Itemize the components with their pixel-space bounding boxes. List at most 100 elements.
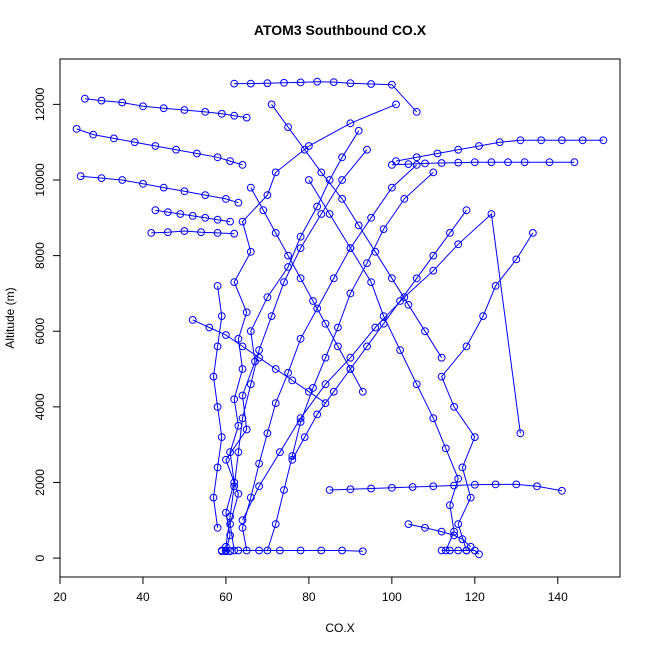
data-point <box>147 229 156 237</box>
data-point <box>371 323 380 332</box>
data-point <box>288 376 297 385</box>
data-point <box>346 485 355 494</box>
data-point <box>238 516 247 525</box>
series-line-23 <box>271 104 443 358</box>
data-point <box>296 418 305 426</box>
data-point <box>234 421 243 430</box>
data-point <box>296 334 305 343</box>
data-point <box>226 512 235 521</box>
data-point <box>475 142 483 150</box>
x-tick-label: 140 <box>548 590 568 604</box>
data-point <box>280 278 288 287</box>
data-point <box>475 550 483 559</box>
data-point <box>404 520 413 528</box>
data-point <box>164 228 172 237</box>
data-point <box>441 444 450 453</box>
data-point <box>346 289 355 298</box>
data-point <box>388 274 396 283</box>
data-point <box>238 217 247 226</box>
data-point <box>412 161 421 169</box>
data-point <box>276 546 284 555</box>
y-tick-label: 6000 <box>33 318 47 345</box>
data-point <box>139 179 147 188</box>
data-point <box>238 523 247 532</box>
series-line-26 <box>250 187 364 392</box>
data-point <box>284 251 293 260</box>
data-point <box>491 282 500 290</box>
data-point <box>379 319 388 328</box>
data-point <box>446 501 454 510</box>
data-point <box>230 482 239 491</box>
data-point <box>193 149 201 158</box>
data-point <box>363 259 371 268</box>
data-point <box>172 145 181 154</box>
data-point <box>325 486 334 494</box>
data-point <box>288 452 297 460</box>
data-point <box>296 78 305 87</box>
data-point <box>325 176 334 184</box>
data-point <box>454 474 463 483</box>
data-point <box>325 210 334 218</box>
data-point <box>271 399 280 408</box>
data-point <box>255 459 264 468</box>
data-point <box>222 195 230 203</box>
data-point <box>437 546 446 555</box>
data-point <box>234 489 243 498</box>
data-point <box>238 161 247 169</box>
data-point <box>487 210 496 218</box>
data-point <box>201 213 210 222</box>
data-point <box>367 278 376 287</box>
data-point <box>317 168 326 177</box>
series-line-18 <box>238 550 363 552</box>
data-point <box>213 403 222 411</box>
data-point <box>226 547 235 556</box>
data-point <box>346 119 355 128</box>
data-point <box>388 80 396 89</box>
data-point <box>462 342 471 351</box>
data-point <box>267 312 276 321</box>
y-tick-label: 0 <box>33 554 47 561</box>
data-point <box>271 365 280 373</box>
data-point <box>516 429 525 438</box>
data-point <box>437 353 446 362</box>
data-point <box>454 158 463 167</box>
series-line-22 <box>242 212 521 521</box>
data-point <box>529 229 537 237</box>
data-point <box>429 414 438 423</box>
data-point <box>379 225 388 234</box>
data-point <box>412 108 421 116</box>
data-point <box>408 483 417 491</box>
data-point <box>213 229 222 237</box>
data-point <box>470 433 479 442</box>
data-point <box>188 316 197 324</box>
data-point <box>454 546 463 555</box>
data-point <box>313 304 322 313</box>
series-line-24 <box>192 319 326 404</box>
data-point <box>234 334 243 343</box>
data-point <box>296 546 305 555</box>
data-point <box>213 463 222 472</box>
data-point <box>230 546 239 555</box>
series-line-4 <box>266 172 434 551</box>
series-line-10 <box>80 175 239 204</box>
data-point <box>305 176 313 184</box>
data-point <box>450 527 459 536</box>
data-point <box>259 206 268 215</box>
data-point <box>321 399 330 408</box>
data-point <box>280 78 288 87</box>
data-point <box>512 255 521 264</box>
data-point <box>412 274 421 283</box>
data-point <box>400 195 409 203</box>
data-point <box>151 206 160 215</box>
x-tick-label: 100 <box>382 590 402 604</box>
data-point <box>222 331 230 339</box>
data-point <box>97 174 106 183</box>
data-point <box>367 484 376 493</box>
series-line-9 <box>76 128 243 166</box>
data-point <box>217 312 226 321</box>
data-point <box>388 483 396 492</box>
data-point <box>263 191 272 200</box>
data-point <box>230 478 239 487</box>
data-point <box>470 480 479 489</box>
